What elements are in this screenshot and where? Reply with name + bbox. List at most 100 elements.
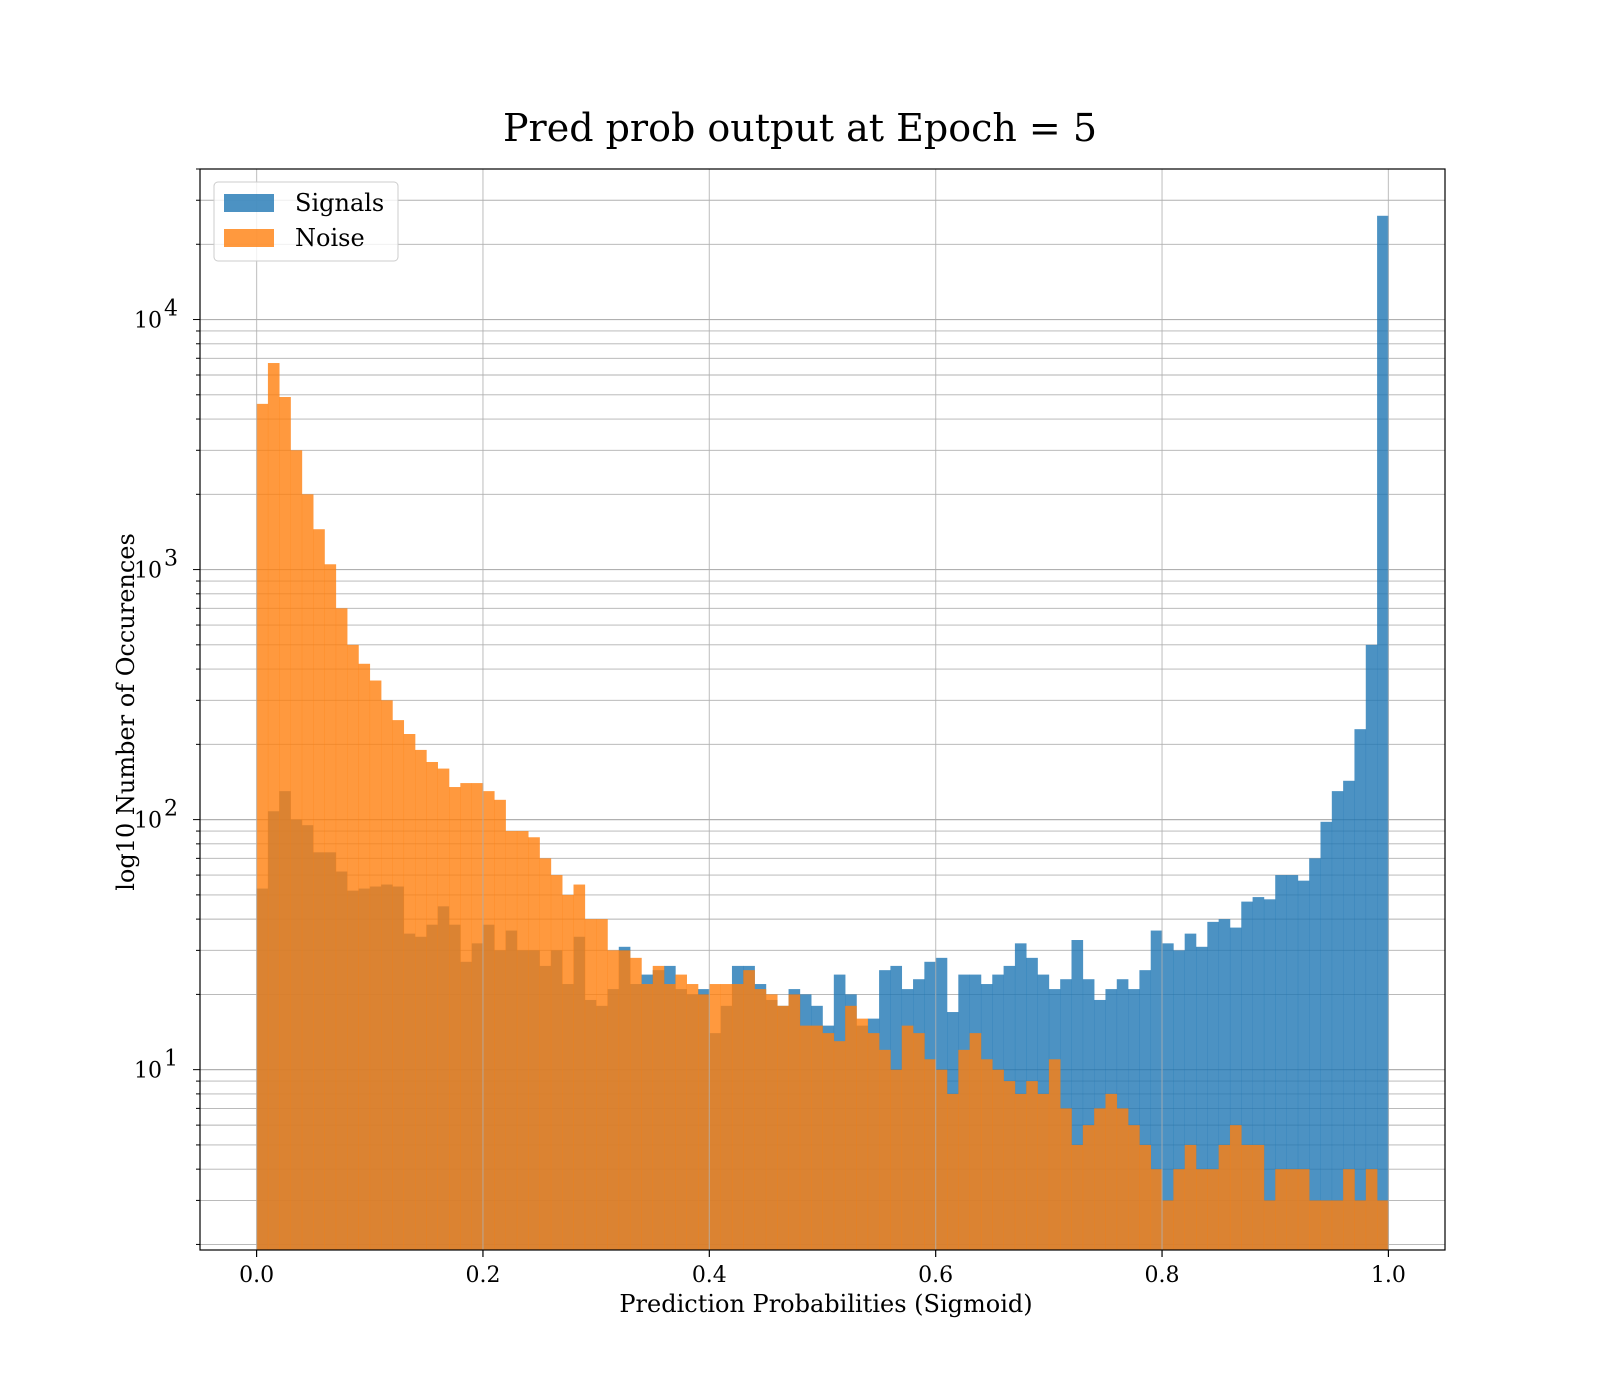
bar-noise bbox=[765, 994, 778, 1250]
x-tick-label: 0.4 bbox=[692, 1263, 727, 1288]
bar-noise bbox=[415, 749, 427, 1250]
bar-noise bbox=[381, 700, 393, 1250]
bar-noise bbox=[1354, 1200, 1367, 1250]
bar-noise bbox=[335, 608, 348, 1250]
bar-noise bbox=[1150, 1169, 1163, 1250]
bar-signals bbox=[1229, 927, 1242, 1250]
legend-label-noise: Noise bbox=[295, 224, 365, 252]
bar-noise bbox=[969, 1033, 982, 1250]
bar-noise bbox=[460, 783, 472, 1250]
bar-noise bbox=[1309, 1200, 1321, 1250]
bar-noise bbox=[664, 984, 676, 1250]
bar-noise bbox=[641, 984, 654, 1250]
legend-swatch-signals bbox=[224, 194, 274, 212]
bar-noise bbox=[992, 1069, 1004, 1250]
bar-noise bbox=[788, 994, 801, 1250]
bar-noise bbox=[1263, 1200, 1276, 1250]
histogram-bars bbox=[256, 215, 1389, 1251]
bar-noise bbox=[550, 875, 563, 1250]
bar-noise bbox=[573, 884, 586, 1250]
bar-noise bbox=[833, 1041, 846, 1250]
bar-noise bbox=[1173, 1169, 1185, 1250]
bar-noise bbox=[279, 397, 291, 1250]
bar-noise bbox=[845, 1005, 857, 1250]
bar-signals bbox=[1365, 644, 1378, 1250]
bar-noise bbox=[799, 1025, 812, 1250]
y-tick-exponent: 2 bbox=[164, 797, 178, 822]
x-tick-label: 0.8 bbox=[1145, 1263, 1180, 1288]
bar-signals bbox=[1173, 950, 1185, 1250]
bar-noise bbox=[1128, 1125, 1140, 1250]
y-tick-exponent: 1 bbox=[164, 1047, 178, 1072]
bar-noise bbox=[437, 768, 450, 1250]
bar-noise bbox=[1377, 1200, 1389, 1250]
grid-overlay bbox=[255, 169, 1390, 1250]
bar-noise bbox=[935, 1069, 948, 1250]
bar-noise bbox=[290, 450, 303, 1251]
bar-signals bbox=[1263, 899, 1276, 1250]
legend-swatch-noise bbox=[224, 229, 274, 247]
bar-noise bbox=[392, 720, 405, 1250]
bar-noise bbox=[1116, 1108, 1129, 1250]
bar-noise bbox=[777, 1005, 789, 1250]
x-tick-label: 1.0 bbox=[1371, 1263, 1406, 1288]
bar-noise bbox=[958, 1049, 970, 1250]
y-tick-label: 10 bbox=[134, 1059, 162, 1084]
bar-noise bbox=[731, 984, 744, 1250]
bar-noise bbox=[494, 799, 506, 1250]
bar-noise bbox=[1320, 1200, 1333, 1250]
bar-noise bbox=[947, 1093, 959, 1250]
bar-signals bbox=[1150, 930, 1163, 1250]
bar-signals bbox=[1162, 943, 1174, 1250]
bar-signals bbox=[1354, 729, 1367, 1250]
bar-signals bbox=[1275, 875, 1287, 1250]
bar-noise bbox=[754, 989, 767, 1250]
y-tick-label: 10 bbox=[134, 809, 162, 834]
bar-noise bbox=[1229, 1125, 1242, 1250]
x-tick-label: 0.0 bbox=[239, 1263, 274, 1288]
bar-signals bbox=[1343, 780, 1355, 1250]
bar-noise bbox=[675, 974, 687, 1250]
bar-noise bbox=[539, 858, 552, 1250]
bar-noise bbox=[449, 787, 461, 1250]
bar-noise bbox=[890, 1069, 903, 1250]
y-tick-label: 10 bbox=[134, 559, 162, 584]
bar-noise bbox=[369, 680, 382, 1250]
y-tick-exponent: 4 bbox=[164, 297, 178, 322]
bar-noise bbox=[1037, 1093, 1050, 1250]
bar-noise bbox=[584, 919, 597, 1250]
bar-noise bbox=[256, 403, 269, 1250]
bar-noise bbox=[698, 994, 710, 1250]
bar-noise bbox=[913, 1033, 925, 1250]
bar-noise bbox=[867, 1033, 880, 1250]
bar-noise bbox=[267, 363, 280, 1250]
bar-noise bbox=[313, 529, 325, 1250]
bar-noise bbox=[1275, 1169, 1287, 1250]
bar-noise bbox=[324, 564, 337, 1250]
chart-title: Pred prob output at Epoch = 5 bbox=[503, 106, 1097, 150]
bar-noise bbox=[720, 984, 733, 1250]
bar-noise bbox=[596, 919, 608, 1250]
bar-noise bbox=[1162, 1200, 1174, 1250]
bar-noise bbox=[924, 1059, 936, 1250]
bar-noise bbox=[471, 783, 484, 1250]
bar-signals bbox=[1082, 979, 1095, 1250]
bar-noise bbox=[1297, 1169, 1310, 1250]
bar-noise bbox=[1343, 1169, 1355, 1250]
bar-noise bbox=[743, 970, 755, 1250]
bar-signals bbox=[1071, 940, 1084, 1250]
bar-signals bbox=[1320, 821, 1333, 1250]
bar-signals bbox=[1196, 946, 1208, 1250]
bar-noise bbox=[1082, 1125, 1095, 1250]
bar-signals bbox=[1252, 897, 1265, 1250]
bar-noise bbox=[1048, 1059, 1061, 1250]
legend: Signals Noise bbox=[213, 181, 399, 262]
bar-signals bbox=[1184, 933, 1197, 1250]
bar-noise bbox=[709, 984, 721, 1250]
bar-noise bbox=[879, 1049, 891, 1250]
bar-signals bbox=[1297, 880, 1310, 1250]
bar-noise bbox=[1139, 1144, 1152, 1250]
bar-noise bbox=[811, 1025, 823, 1250]
bar-noise bbox=[1026, 1081, 1038, 1250]
